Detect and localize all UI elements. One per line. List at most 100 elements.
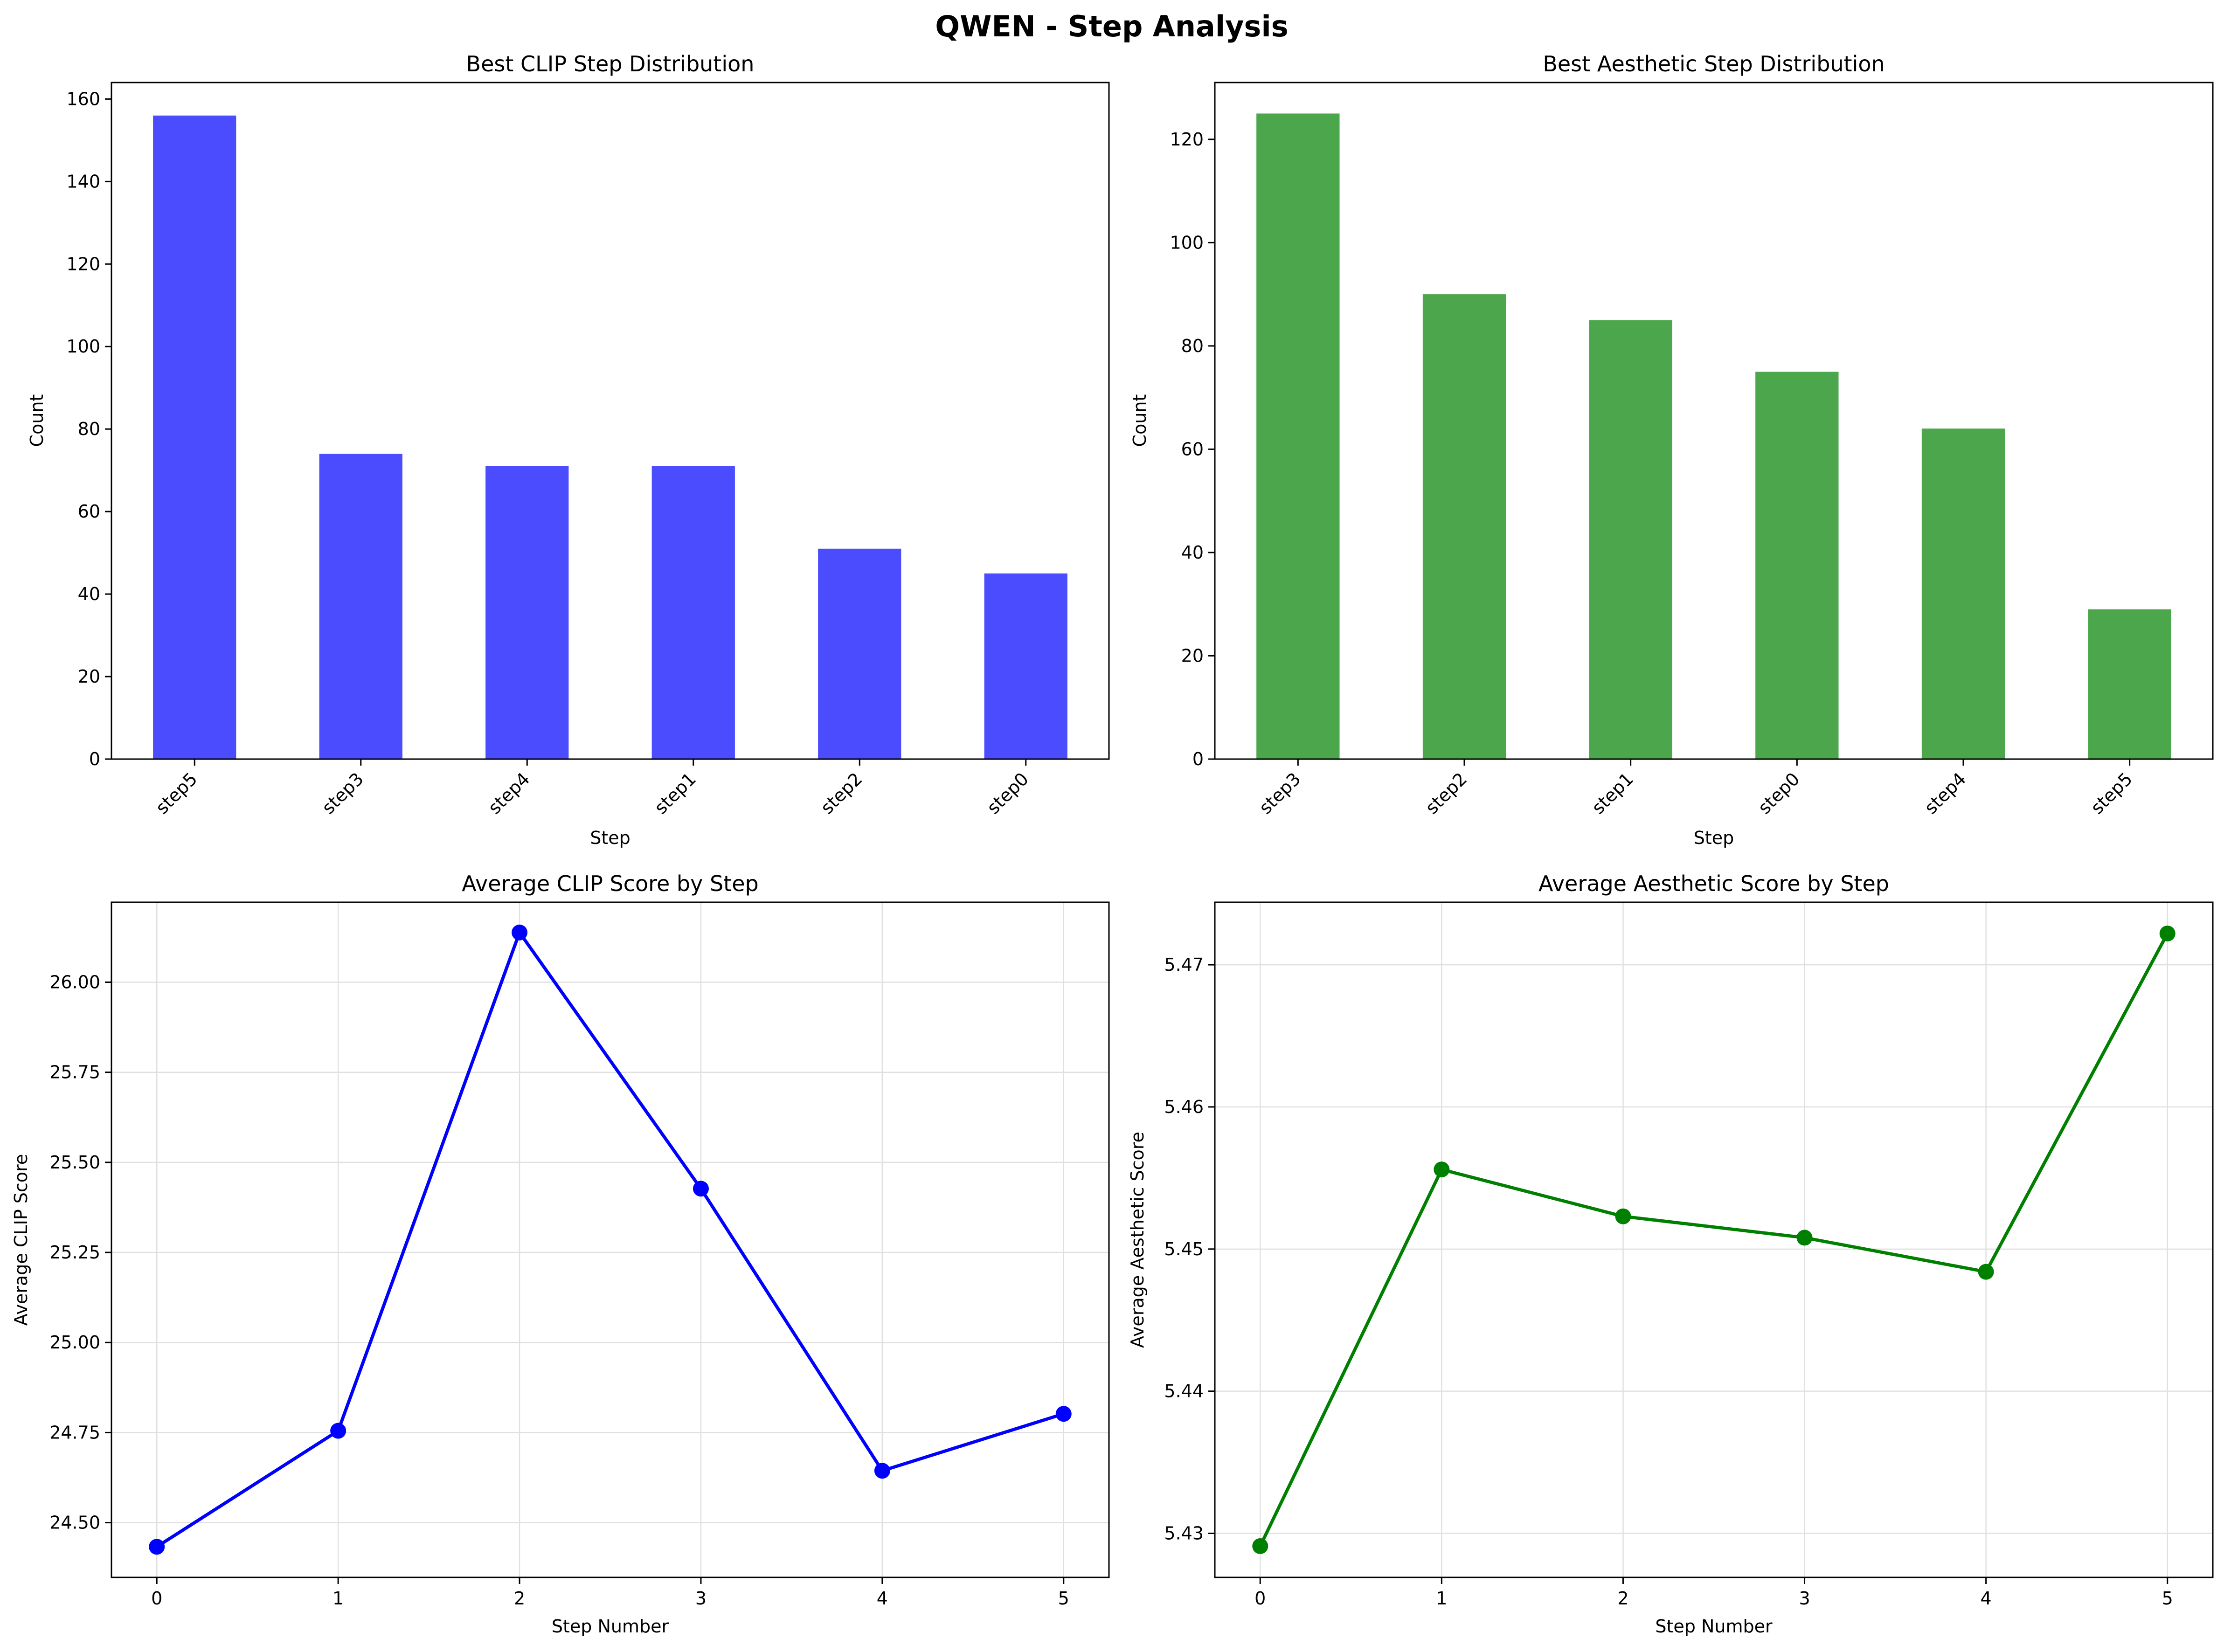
bar-step0 [1755,372,1839,759]
bar-step1 [1589,320,1672,759]
x-tick-label: step3 [1255,768,1304,818]
y-tick-label: 24.50 [49,1513,100,1533]
plot-frame [1214,901,2214,1578]
y-axis-label: Count [1129,394,1150,447]
best-clip-step-chart: Best CLIP Step Distribution 0 20 40 60 80 100 1… [27,51,1110,848]
x-tick-label: 1 [333,1588,344,1609]
y-tick-label: 40 [1181,542,1204,563]
data-point-3 [1796,1230,1813,1246]
x-tick-label: 0 [1254,1588,1266,1609]
y-tick-label: 120 [1170,129,1204,150]
bar-step2 [1422,294,1506,759]
x-tick-label: 4 [877,1588,888,1609]
y-axis-label: Average Aesthetic Score [1127,1132,1148,1348]
x-axis-label: Step Number [1655,1616,1773,1637]
y-tick-label: 140 [66,171,100,192]
chart-title: Best CLIP Step Distribution [466,51,755,76]
y-tick-label: 5.43 [1164,1523,1204,1543]
data-point-5 [2159,926,2176,942]
bar-step5 [153,115,236,759]
x-tick-label: 5 [1058,1588,1069,1609]
y-tick-label: 60 [78,501,100,522]
data-point-1 [330,1423,346,1439]
x-tick-label: 1 [1436,1588,1447,1609]
data-point-2 [512,924,528,940]
bar-step5 [2088,609,2171,759]
data-point-0 [149,1539,165,1555]
x-tick-label: step4 [1920,768,1970,818]
data-point-4 [874,1463,890,1479]
y-tick-label: 0 [1192,749,1204,769]
x-tick-label: 5 [2162,1588,2173,1609]
y-tick-label: 100 [1170,232,1204,253]
average-clip-score-chart: Average CLIP Score by Step 0 1 2 3 4 5 24.50 24.… [11,871,1110,1637]
bar-step4 [1921,429,2005,759]
y-tick-label: 24.75 [49,1422,100,1443]
x-tick-label: 3 [1799,1588,1810,1609]
best-aesthetic-step-chart: Best Aesthetic Step Distribution 0 20 40 60 8… [1129,51,2214,848]
data-point-5 [1055,1406,1072,1422]
y-tick-label: 0 [89,749,100,769]
x-tick-label: step2 [1421,768,1471,818]
bar-step0 [984,573,1067,759]
x-tick-label: step5 [2087,768,2136,818]
y-tick-label: 25.00 [49,1332,100,1353]
chart-title: Average CLIP Score by Step [462,871,758,896]
y-tick-label: 60 [1181,439,1204,459]
bar-step4 [485,466,569,759]
x-tick-label: step2 [817,768,866,818]
x-tick-label: 4 [1981,1588,1992,1609]
data-point-0 [1252,1538,1268,1554]
x-axis-label: Step [1694,828,1734,848]
y-tick-label: 25.75 [49,1062,100,1083]
x-axis-label: Step Number [552,1616,669,1637]
y-tick-label: 120 [66,254,100,274]
plot-frame [1214,82,2214,760]
chart-title: Best Aesthetic Step Distribution [1543,51,1885,76]
y-tick-label: 20 [78,666,100,687]
figure-title: QWEN - Step Analysis [935,9,1288,43]
bar-step2 [818,548,901,759]
x-tick-label: step1 [651,768,700,818]
x-tick-label: step0 [1754,768,1803,818]
data-point-3 [693,1181,709,1197]
y-tick-label: 5.45 [1164,1239,1204,1259]
data-point-2 [1615,1208,1631,1224]
x-tick-label: step5 [152,768,201,818]
x-tick-label: 2 [1617,1588,1628,1609]
y-axis-label: Count [27,394,47,447]
y-tick-label: 100 [66,336,100,357]
bar-step1 [651,466,735,759]
y-tick-label: 5.44 [1164,1381,1204,1402]
y-tick-label: 40 [78,584,100,604]
y-tick-label: 5.46 [1164,1097,1204,1117]
x-tick-label: step3 [318,768,367,818]
x-tick-label: step1 [1588,768,1637,818]
x-axis-label: Step [590,828,630,848]
y-tick-label: 26.00 [49,972,100,993]
plot-frame [111,82,1110,760]
x-tick-label: step4 [484,768,533,818]
y-tick-label: 80 [1181,336,1204,356]
data-point-4 [1978,1264,1994,1280]
y-tick-label: 20 [1181,645,1204,666]
y-tick-label: 80 [78,419,100,439]
y-tick-label: 160 [66,89,100,109]
series-line [156,931,1064,1548]
series-line [1259,933,2169,1547]
y-axis-label: Average CLIP Score [11,1154,31,1326]
average-aesthetic-score-chart: Average Aesthetic Score by Step 0 1 2 3 4 5 5.4… [1127,871,2214,1637]
x-tick-label: 3 [695,1588,707,1609]
bar-step3 [319,454,402,759]
bar-step3 [1256,113,1340,759]
x-tick-label: step0 [983,768,1032,818]
chart-title: Average Aesthetic Score by Step [1538,871,1889,896]
y-tick-label: 25.25 [49,1242,100,1263]
y-tick-label: 5.47 [1164,954,1204,975]
x-tick-label: 0 [151,1588,162,1609]
data-point-1 [1434,1161,1450,1178]
plot-frame [111,901,1110,1578]
y-tick-label: 25.50 [49,1152,100,1173]
x-tick-label: 2 [514,1588,525,1609]
